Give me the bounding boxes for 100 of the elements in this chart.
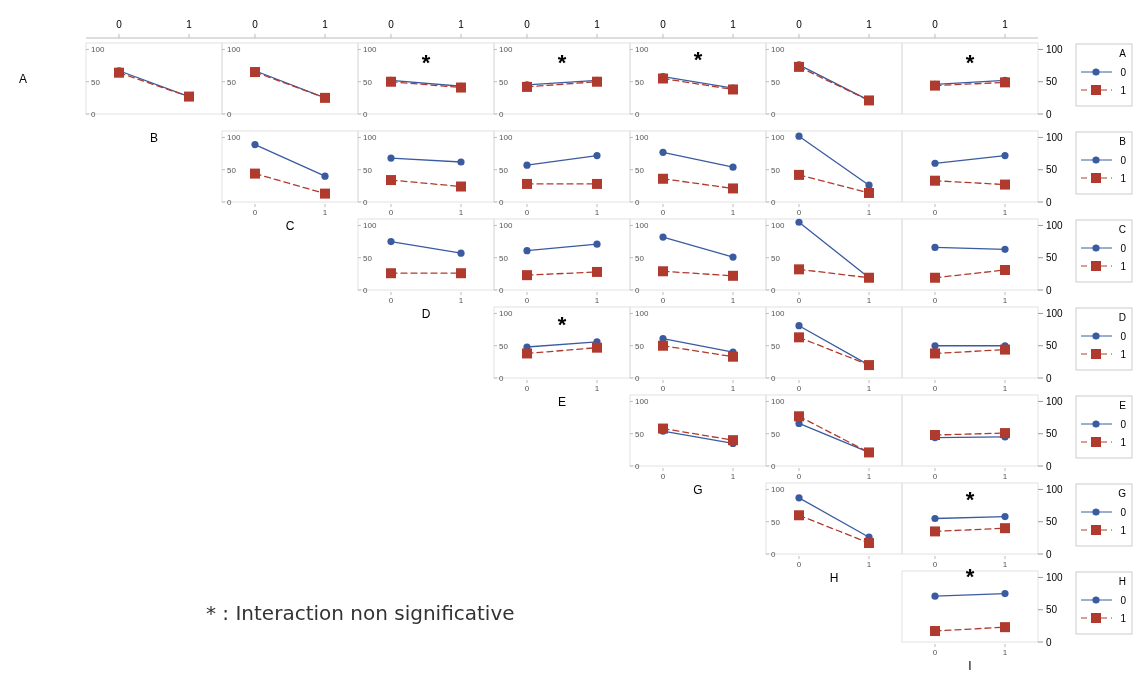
x-tick-label: 0 [796,472,802,481]
point [386,268,396,279]
point [1000,179,1010,190]
annotation: * [557,311,567,337]
y-tick-label: 100 [771,485,785,495]
x-tick-label: 1 [866,472,872,481]
x-tick-label: 0 [796,560,802,569]
y-tick-label: 50 [635,165,645,175]
point [794,264,804,275]
y-tick-label: 50 [635,341,645,351]
y-tick-label: 50 [771,165,781,175]
y-tick-label: 100 [227,133,241,143]
point [320,188,330,199]
y-tick-label: 100 [499,45,513,55]
point [658,266,668,277]
y-tick-label: 100 [227,45,241,55]
y-tick-label: 100 [1046,307,1064,319]
x-tick-label: 0 [796,384,802,393]
x-tick-label: 1 [1002,472,1008,481]
point [930,626,940,637]
x-tick-label: 1 [1002,384,1008,393]
y-tick-label: 100 [91,45,105,55]
y-tick-label: 100 [1046,571,1064,583]
y-tick-label: 50 [771,429,781,439]
point [456,268,466,279]
x-tick-label: 1 [866,208,872,217]
x-tick-label: 0 [252,208,258,217]
point [864,538,874,549]
point [930,272,940,283]
y-tick-label: 0 [1046,284,1052,296]
annotation: * [965,563,975,589]
point [795,218,803,226]
legend-label: 0 [1120,330,1127,342]
y-tick-label: 50 [635,429,645,439]
y-tick-label: 0 [1046,548,1052,560]
y-tick-label: 50 [771,253,781,263]
x-axis-title: G [693,483,703,497]
y-tick-label: 0 [771,285,776,295]
y-tick-label: 50 [1046,428,1058,440]
y-tick-label: 50 [1046,340,1058,352]
y-tick-label: 50 [1046,516,1058,528]
point [930,348,940,359]
y-tick-label: 0 [1046,636,1052,648]
x-tick-label: 1 [458,296,464,305]
legend-label: 1 [1120,348,1127,360]
point [931,243,939,251]
x-tick-label: 0 [932,208,938,217]
point [457,249,465,257]
y-tick-label: 0 [363,197,368,207]
y-tick-label: 100 [363,133,377,143]
legend-label: 1 [1120,260,1127,272]
legend-title: C [1118,224,1126,235]
x-tick-label: 1 [730,296,736,305]
y-tick-label: 50 [1046,76,1058,88]
y-tick-label: 100 [1046,483,1064,495]
x-tick-label: 1 [458,208,464,217]
x-tick-label: 1 [458,19,465,30]
point [658,423,668,434]
x-tick-label: 1 [186,19,193,30]
point [592,178,602,189]
point [593,240,601,248]
point [931,159,939,167]
point [795,494,803,502]
x-axis-title: B [149,131,159,145]
legend-title: H [1118,576,1126,587]
point [794,332,804,343]
y-tick-label: 0 [1046,108,1052,120]
point [658,173,668,184]
y-tick-label: 0 [635,109,640,119]
x-tick-label: 0 [252,19,259,30]
y-tick-label: 100 [635,221,649,231]
x-tick-label: 0 [524,296,530,305]
point [728,183,738,194]
x-tick-label: 0 [932,472,938,481]
x-tick-label: 1 [1002,208,1008,217]
y-tick-label: 100 [1046,395,1064,407]
x-tick-label: 1 [730,472,736,481]
x-tick-label: 1 [1002,560,1008,569]
x-tick-label: 0 [932,19,939,30]
legend-label: 0 [1120,242,1127,254]
y-tick-label: 0 [1046,460,1052,472]
y-tick-label: 0 [771,549,776,559]
y-tick-label: 0 [771,373,776,383]
x-tick-label: 0 [932,384,938,393]
point [658,340,668,351]
x-tick-label: 1 [594,208,600,217]
point [794,411,804,422]
point [930,526,940,537]
x-tick-label: 0 [796,296,802,305]
point [456,181,466,192]
x-tick-label: 1 [322,19,329,30]
x-tick-label: 0 [796,19,803,30]
y-tick-label: 0 [499,373,504,383]
y-tick-label: 100 [771,133,785,143]
x-tick-label: 1 [866,296,872,305]
point [1000,523,1010,534]
x-tick-label: 1 [594,19,601,30]
point [251,140,259,149]
y-tick-label: 100 [635,133,649,143]
y-tick-label: 100 [635,309,649,319]
